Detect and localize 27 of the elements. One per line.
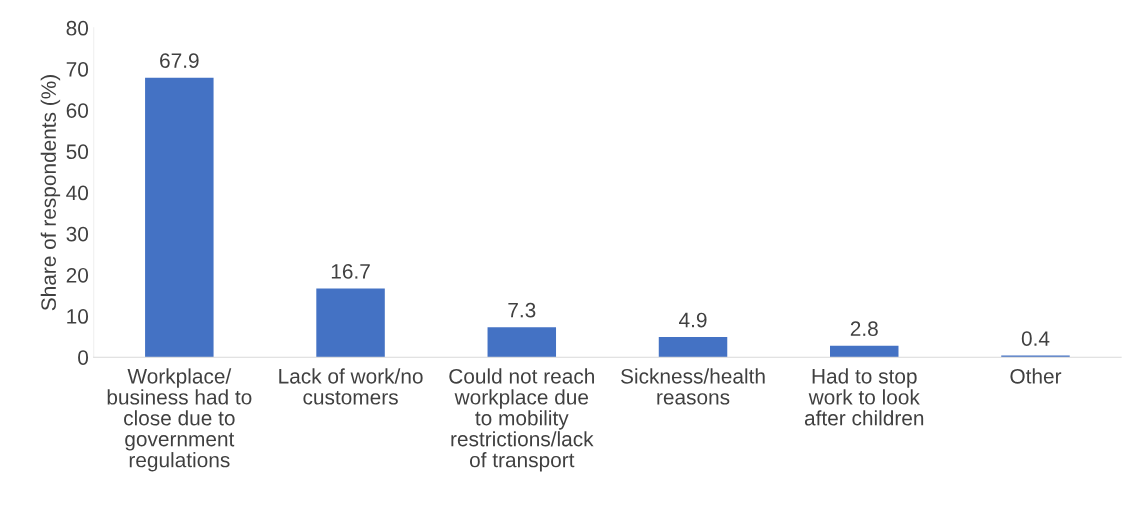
data-label: 16.7: [331, 264, 370, 279]
data-label: 0.4: [1021, 331, 1050, 346]
y-tick-label: 0: [78, 350, 89, 365]
bar: [487, 327, 557, 358]
x-tick-label: Other: [1010, 368, 1062, 384]
bar: [658, 337, 728, 358]
x-tick-label: Could not reach workplace due to mobility restrictions/lack of transport: [449, 368, 594, 472]
y-axis-title: Share of respondents (%): [40, 75, 61, 311]
data-label: 67.9: [160, 53, 199, 68]
y-tick-label: 30: [66, 226, 89, 242]
bar: [830, 345, 899, 358]
x-tick-label: Had to stop work to look after children: [804, 368, 924, 426]
y-tick-label: 50: [66, 144, 89, 160]
data-label: 4.9: [679, 312, 707, 328]
bar: [316, 288, 385, 358]
x-tick-label: Sickness/health reasons: [621, 368, 765, 405]
y-tick-label: 60: [66, 103, 89, 118]
y-tick-label: 80: [66, 20, 89, 36]
x-tick-label: Workplace/ business had to close due to government regulations: [107, 368, 252, 472]
y-tick-label: 10: [67, 309, 89, 324]
y-tick-label: 70: [66, 62, 89, 77]
x-tick-label: Lack of work/no customers: [279, 368, 423, 405]
bar: [145, 77, 214, 358]
y-tick-label: 20: [66, 267, 89, 283]
y-tick-label: 40: [66, 185, 89, 201]
data-label: 7.3: [508, 302, 536, 318]
data-label: 2.8: [850, 321, 878, 337]
